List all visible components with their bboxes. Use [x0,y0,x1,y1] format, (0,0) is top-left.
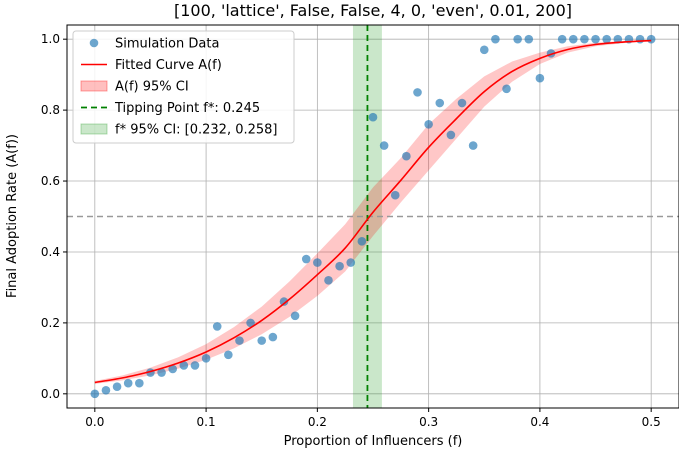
data-point [535,73,545,83]
data-point [491,34,500,44]
data-point [157,368,166,377]
data-point [112,382,122,392]
y-tick-label: 0.4 [41,245,60,259]
legend-patch-icon [80,123,108,135]
data-point [168,364,178,374]
data-point [479,45,489,55]
data-point [602,34,611,44]
data-point [424,119,433,129]
data-point [268,332,278,342]
y-tick-label: 0.0 [41,387,60,401]
y-tick-label: 1.0 [41,32,60,46]
x-tick-label: 0.3 [419,415,438,429]
x-tick-label: 0.5 [642,415,661,429]
data-point [557,34,567,44]
y-tick-label: 0.2 [41,316,60,330]
data-point [346,258,356,267]
data-point [179,361,189,370]
data-point [635,34,645,44]
data-point [224,350,233,360]
data-point [613,34,623,44]
data-point [313,258,322,267]
data-point [90,389,100,399]
data-point [357,237,367,246]
y-tick-label: 0.6 [41,174,60,188]
data-point [568,34,578,44]
data-point [457,98,467,108]
data-point [123,378,133,388]
axes-frame [66,24,679,409]
data-point [580,34,589,44]
data-point [402,151,411,161]
data-point [201,354,211,363]
legend-label: f* 95% CI: [0.232, 0.258] [115,123,278,138]
y-tick-label: 0.8 [41,103,60,117]
data-point [591,34,600,44]
data-point [212,322,222,331]
data-point [368,112,378,122]
plot-content [67,25,679,408]
data-point [513,34,522,44]
legend-marker-icon [89,38,99,48]
data-point [279,297,289,306]
data-point [290,311,300,321]
data-point [190,361,200,370]
data-point [646,34,656,44]
data-point [235,336,244,345]
data-point [524,34,534,44]
data-point [301,254,311,264]
data-point [468,141,478,150]
chart-title: [100, 'lattice', False, False, 4, 0, 'ev… [174,1,572,20]
data-point [502,84,511,94]
legend-label: Tipping Point f*: 0.245 [114,101,260,116]
data-point [135,378,144,388]
data-point [379,141,389,150]
x-tick-label: 0.0 [85,415,104,429]
data-point [413,88,422,97]
legend-label: Simulation Data [115,37,219,52]
data-point [324,276,333,285]
data-point [446,130,456,140]
legend-label: Fitted Curve A(f) [115,58,222,73]
data-point [101,385,111,395]
data-point [435,98,445,108]
legend-patch-icon [80,80,108,92]
data-point [257,336,267,345]
fitted-curve [94,39,652,384]
x-tick-label: 0.4 [530,415,549,429]
legend-label: A(f) 95% CI [115,80,189,95]
x-tick-label: 0.2 [308,415,327,429]
data-point [390,190,400,200]
plot-area: 0.0 0.1 0.2 0.3 0.4 0.5 0.0 0.2 0.4 0.6 0.8 1.0 Simu… [41,24,679,429]
x-tick-label: 0.1 [197,415,216,429]
data-point [335,261,344,271]
x-axis-label: Proportion of Influencers (f) [284,434,463,449]
data-point [246,318,255,328]
legend-frame [72,30,295,144]
legend: Simulation Data Fitted Curve A(f) A(f) 95%… [72,30,295,144]
y-axis-label: Final Adoption Rate (A(f)) [5,134,20,298]
